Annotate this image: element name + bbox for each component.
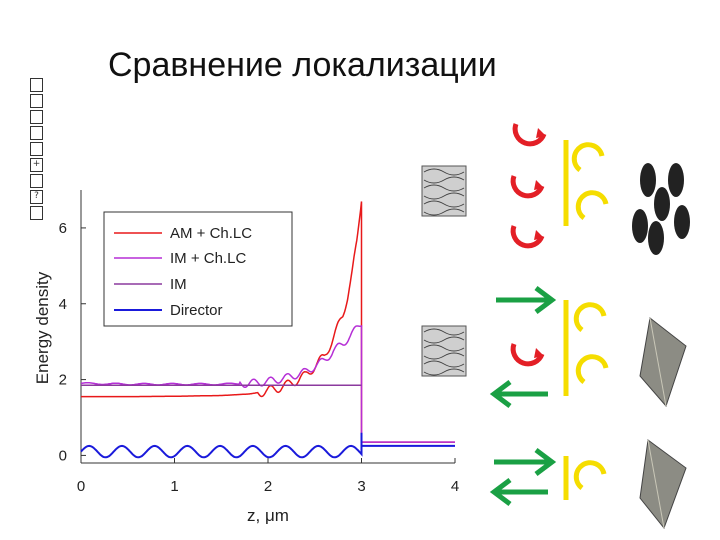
yellow-swirl-arrow-icon	[571, 142, 605, 173]
y-tick-label: 6	[59, 220, 67, 237]
y-axis-label: Energy density	[33, 271, 52, 384]
legend-label-director: Director	[170, 302, 223, 319]
crystal-pyramid-icon	[639, 439, 687, 530]
red-swirl-arrow-icon	[510, 175, 545, 199]
side-glyph	[30, 206, 43, 220]
x-tick-label: 4	[451, 478, 459, 495]
y-tick-label: 2	[59, 372, 67, 389]
crystal-pyramid-icon	[639, 317, 687, 407]
side-glyph	[30, 174, 43, 188]
y-tick-label: 4	[59, 296, 67, 313]
legend-box	[103, 211, 293, 327]
green-arrow-left-icon	[489, 380, 548, 408]
legend-label-im: IM	[170, 276, 187, 293]
red-swirl-arrow-icon	[510, 225, 545, 249]
illustration-panel	[421, 123, 690, 530]
green-arrow-left-icon	[489, 478, 548, 506]
side-glyph	[30, 94, 43, 108]
x-tick-label: 0	[77, 478, 85, 495]
x-tick-label: 2	[264, 478, 272, 495]
green-arrow-right-icon	[494, 448, 557, 476]
side-glyph	[30, 78, 43, 92]
side-glyph	[30, 126, 43, 140]
x-axis-label: z, μm	[247, 506, 289, 525]
polymer-mesh-image-2	[421, 325, 467, 377]
side-glyph: ?	[30, 190, 43, 204]
polymer-mesh-image-1	[421, 165, 467, 217]
yellow-swirl-arrow-icon	[573, 460, 607, 491]
chart-legend: AM + Ch.LC IM + Ch.LC IM Director	[103, 211, 293, 327]
side-glyph	[30, 142, 43, 156]
red-swirl-arrow-icon	[510, 343, 545, 367]
yellow-swirl-arrow-icon	[575, 354, 609, 385]
series-line-im-ch-lc	[80, 324, 455, 443]
ellipsoid-particles-icon	[632, 163, 690, 255]
x-tick-label: 3	[357, 478, 365, 495]
red-swirl-arrow-icon	[512, 123, 547, 147]
chart-plot-layer: 0 1 2 3 4 0 2 4 6	[59, 190, 459, 495]
side-glyph-column: + ?	[30, 78, 44, 222]
green-arrow-right-icon	[496, 286, 557, 314]
side-glyph	[30, 110, 43, 124]
x-tick-label: 1	[170, 478, 178, 495]
side-glyph: +	[30, 158, 43, 172]
series-line-director	[80, 432, 455, 459]
yellow-swirl-arrow-icon	[573, 302, 607, 333]
slide-title: Сравнение локализации	[108, 46, 497, 84]
legend-label-am-chlc: AM + Ch.LC	[170, 225, 252, 242]
yellow-swirl-arrow-icon	[575, 190, 609, 221]
legend-label-im-chlc: IM + Ch.LC	[170, 250, 246, 267]
y-tick-label: 0	[59, 447, 67, 464]
